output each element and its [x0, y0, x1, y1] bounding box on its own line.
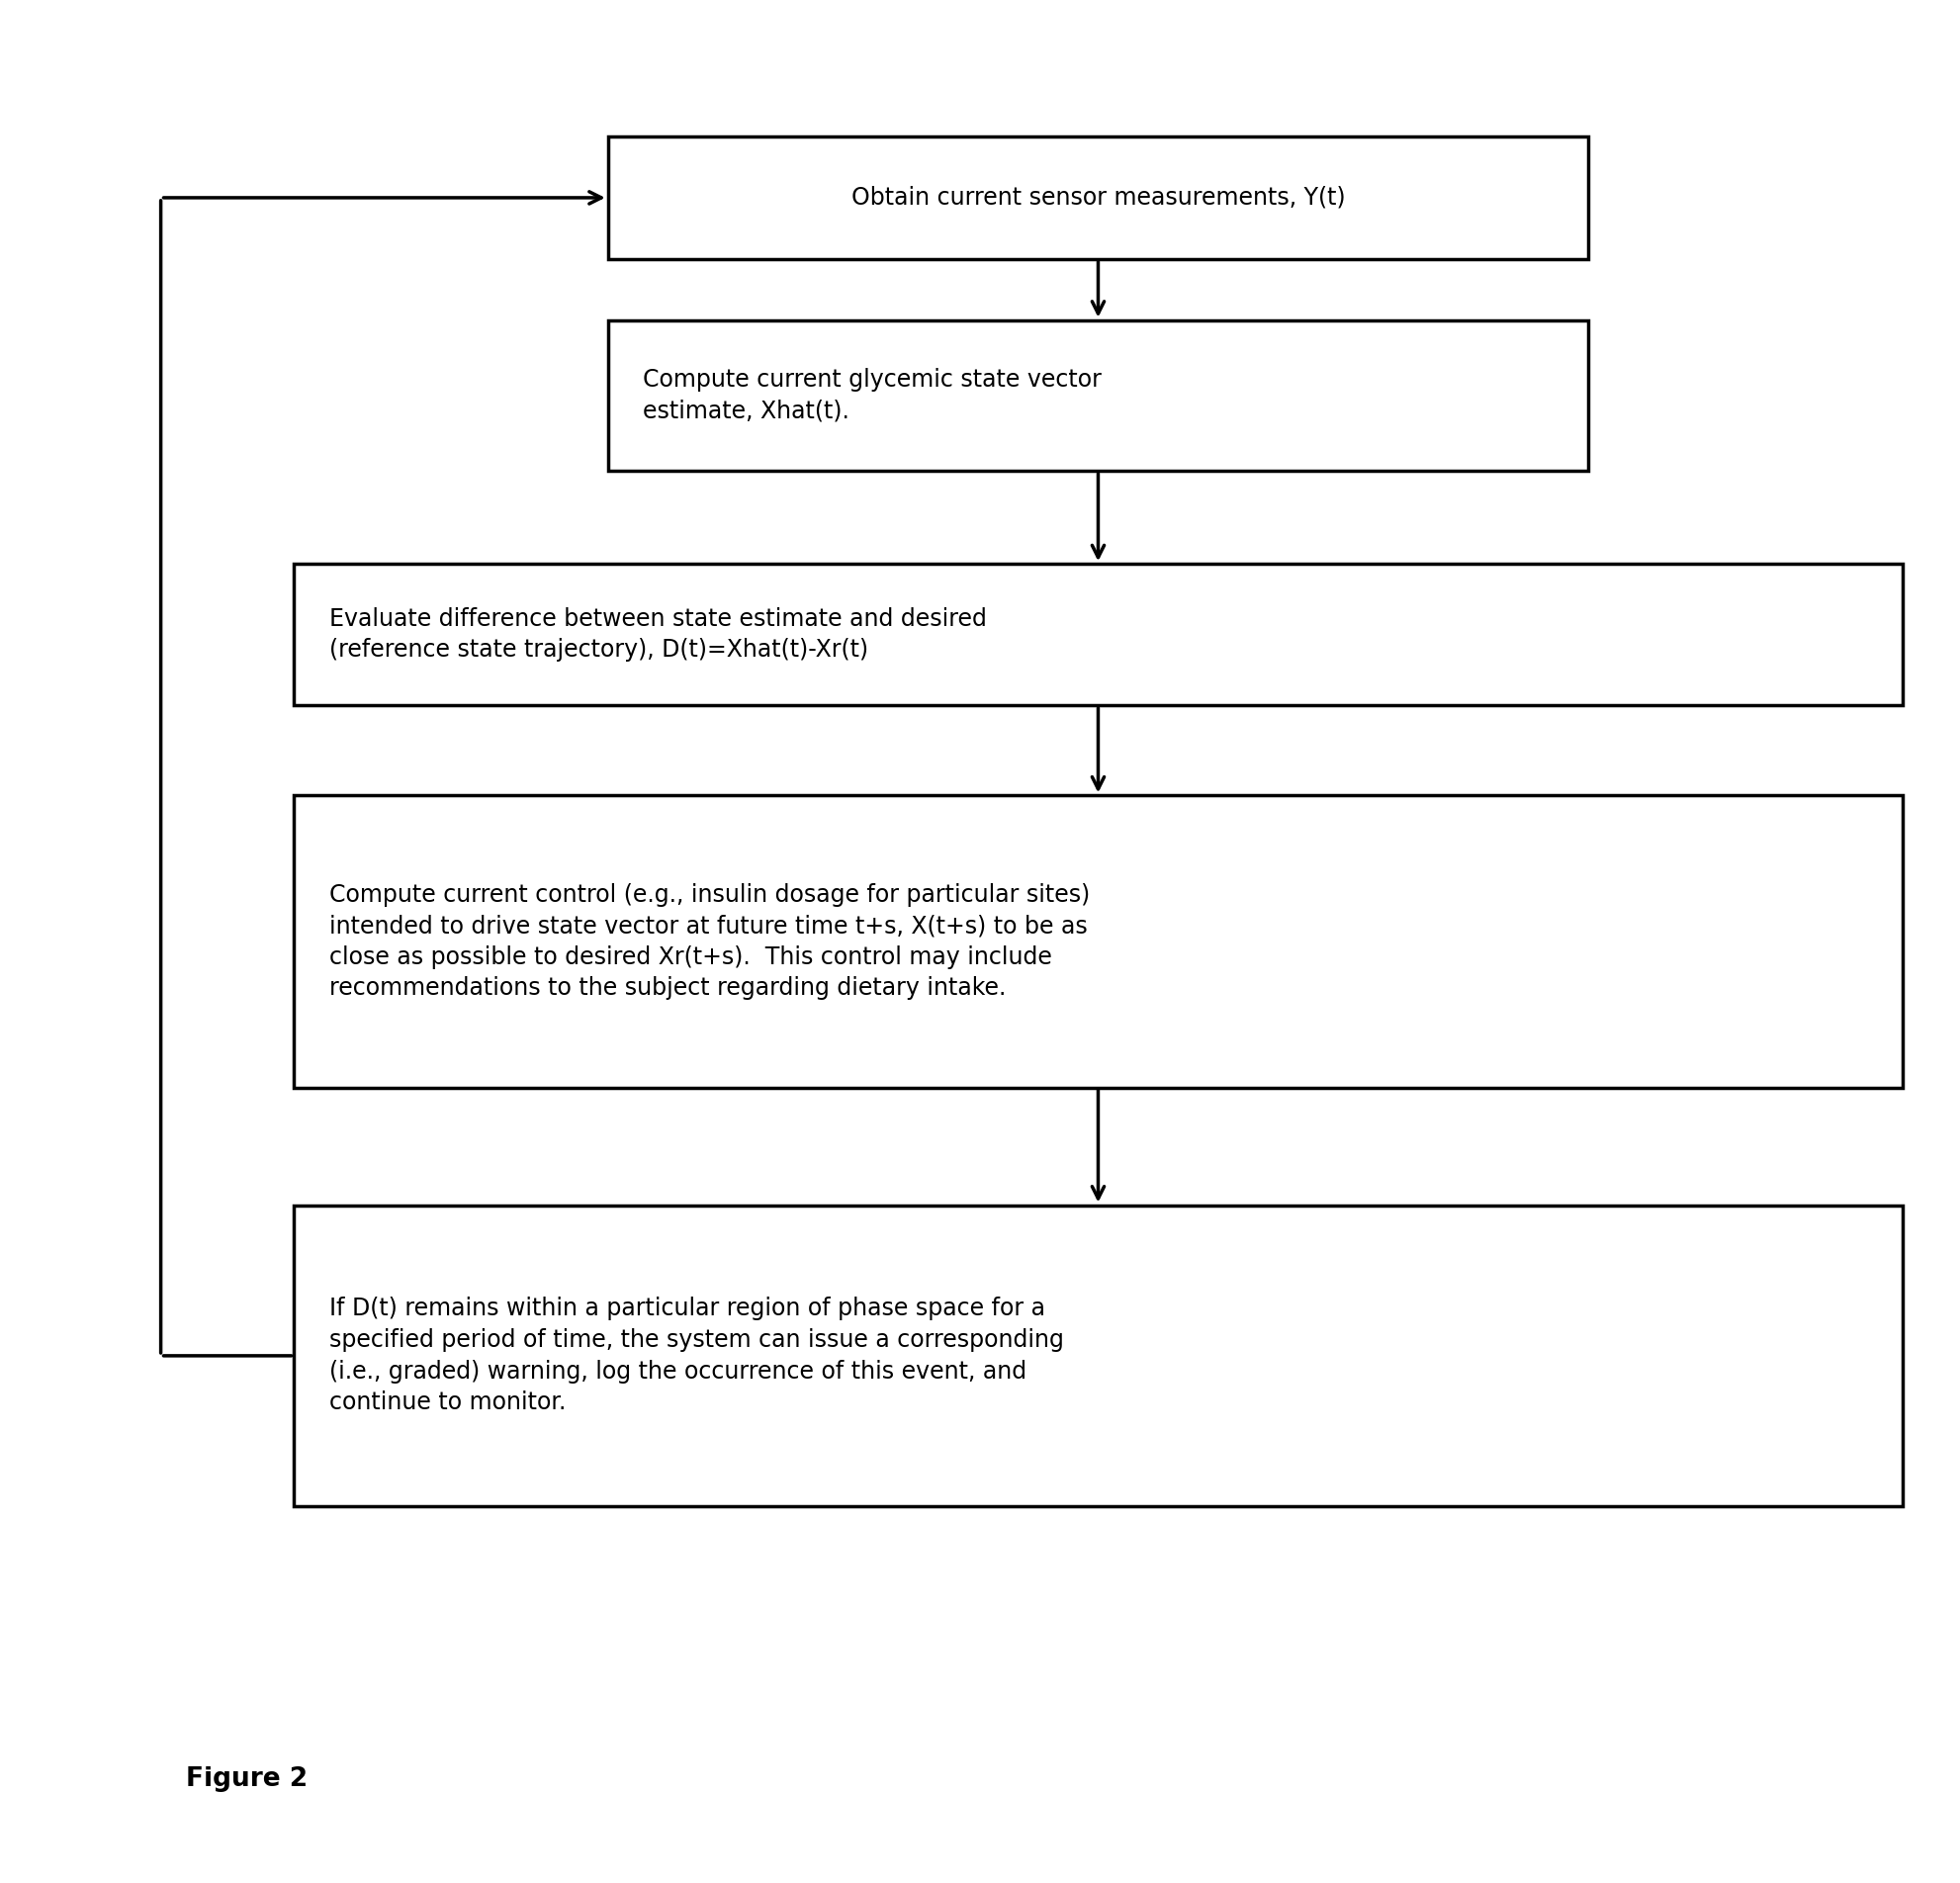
Text: Compute current glycemic state vector
estimate, Xhat(t).: Compute current glycemic state vector es… [643, 367, 1102, 424]
FancyBboxPatch shape [294, 797, 1901, 1088]
FancyBboxPatch shape [294, 1205, 1901, 1506]
Text: If D(t) remains within a particular region of phase space for a
specified period: If D(t) remains within a particular regi… [329, 1297, 1064, 1414]
Text: Evaluate difference between state estimate and desired
(reference state trajecto: Evaluate difference between state estima… [329, 606, 986, 663]
FancyBboxPatch shape [608, 137, 1588, 260]
FancyBboxPatch shape [294, 565, 1901, 706]
Text: Figure 2: Figure 2 [186, 1766, 308, 1793]
Text: Obtain current sensor measurements, Y(t): Obtain current sensor measurements, Y(t) [851, 186, 1345, 209]
Text: Compute current control (e.g., insulin dosage for particular sites)
intended to : Compute current control (e.g., insulin d… [329, 883, 1090, 1000]
FancyBboxPatch shape [608, 320, 1588, 471]
